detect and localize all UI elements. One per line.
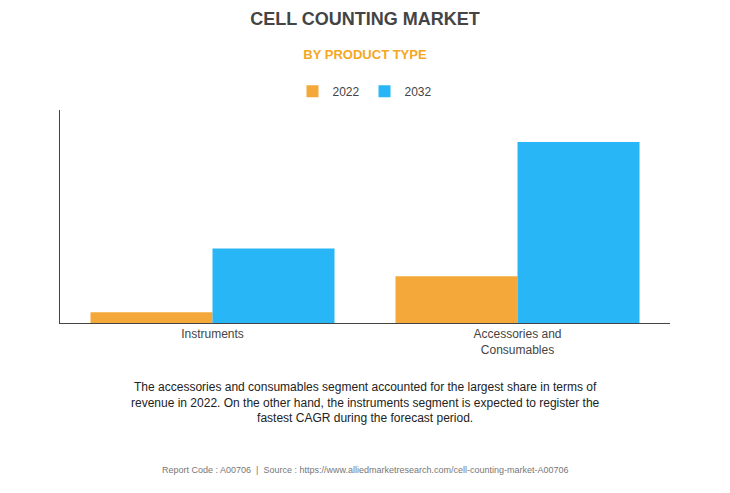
svg-text:Report Code : A00706 | Sourc: Report Code : A00706 | Source : https://… — [162, 465, 569, 475]
svg-text:2022: 2022 — [333, 85, 360, 99]
svg-text:The accessories and consumable: The accessories and consumables segment … — [131, 380, 600, 425]
svg-text:BY PRODUCT TYPE: BY PRODUCT TYPE — [303, 47, 427, 62]
svg-text:Accessories andConsumables: Accessories andConsumables — [473, 327, 561, 357]
svg-text:CELL COUNTING MARKET: CELL COUNTING MARKET — [250, 9, 480, 29]
svg-text:2032: 2032 — [405, 85, 432, 99]
svg-text:Instruments: Instruments — [181, 327, 244, 341]
